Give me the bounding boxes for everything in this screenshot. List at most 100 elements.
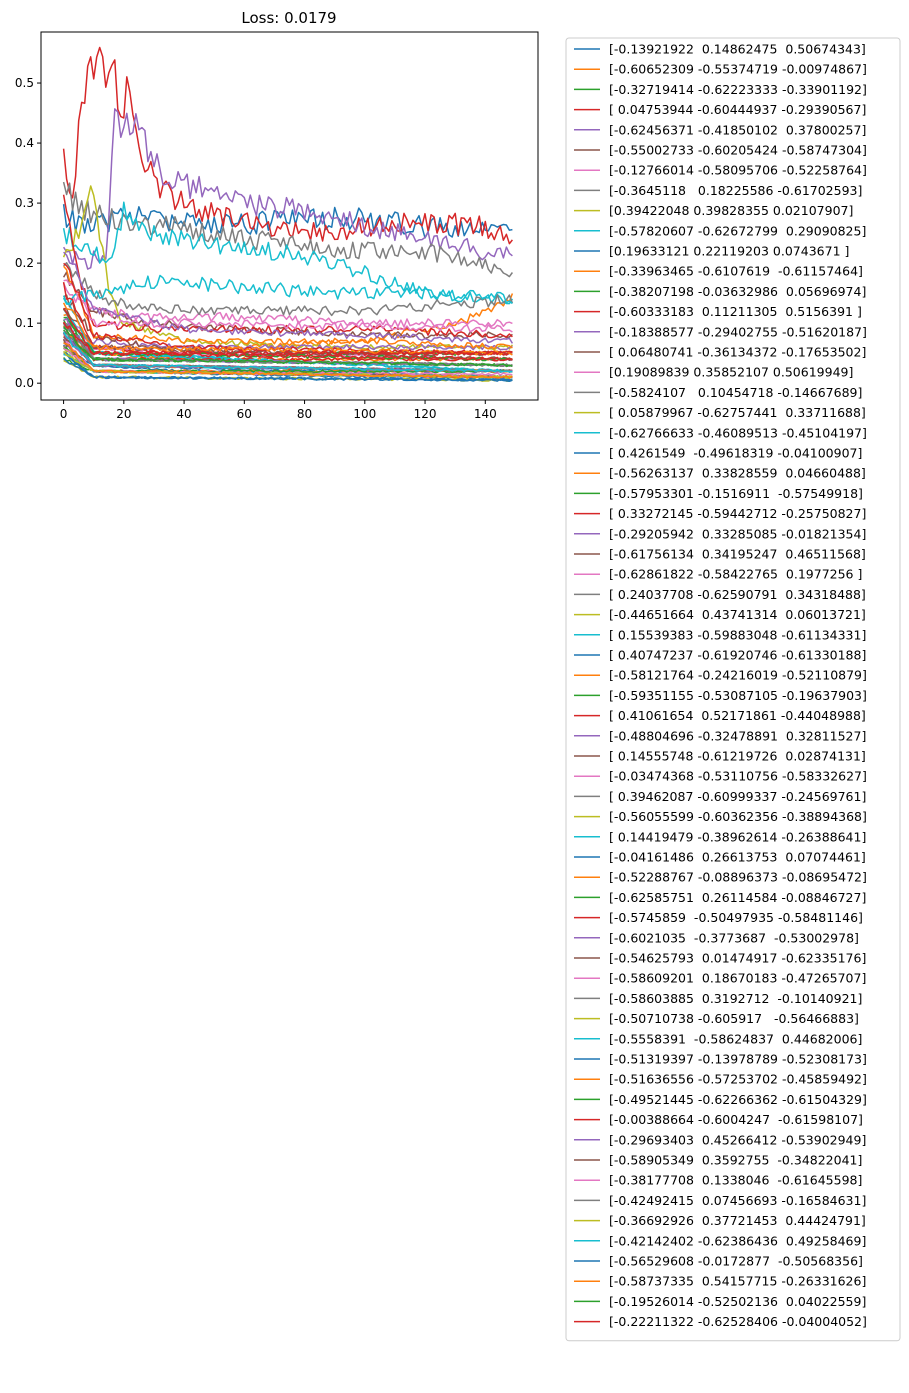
series-line	[62, 201, 514, 305]
legend-label: [ 0.24037708 -0.62590791 0.34318488]	[609, 587, 866, 602]
legend-label: [-0.3645118 0.18225586 -0.61702593]	[609, 183, 862, 198]
legend-label: [ 0.14419479 -0.38962614 -0.26388641]	[609, 829, 866, 844]
legend-label: [-0.29205942 0.33285085 -0.01821354]	[609, 526, 866, 541]
series-line	[62, 274, 513, 305]
legend-label: [ 0.05879967 -0.62757441 0.33711688]	[609, 405, 866, 420]
series-line	[63, 262, 513, 356]
legend-label: [-0.18388577 -0.29402755 -0.51620187]	[609, 324, 867, 339]
legend-label: [-0.04161486 0.26613753 0.07074461]	[609, 850, 866, 865]
legend-label: [-0.38177708 0.1338046 -0.61645598]	[609, 1173, 862, 1188]
series-line	[62, 46, 513, 245]
series-line	[62, 204, 513, 239]
legend-label: [-0.36692926 0.37721453 0.44424791]	[609, 1213, 866, 1228]
legend-label: [ 0.39462087 -0.60999337 -0.24569761]	[609, 789, 866, 804]
legend-label: [-0.59351155 -0.53087105 -0.19637903]	[609, 688, 867, 703]
legend-label: [-0.52288767 -0.08896373 -0.08695472]	[609, 870, 867, 885]
legend-label: [-0.58603885 0.3192712 -0.10140921]	[609, 991, 862, 1006]
legend-label: [ 0.14555748 -0.61219726 0.02874131]	[609, 749, 866, 764]
legend-label: [-0.62456371 -0.41850102 0.37800257]	[609, 122, 866, 137]
legend-label: [-0.5745859 -0.50497935 -0.58481146]	[609, 910, 863, 925]
legend-label: [-0.51319397 -0.13978789 -0.52308173]	[609, 1052, 867, 1067]
legend-box	[565, 37, 901, 1342]
y-tick-label: 0.1	[15, 316, 34, 330]
legend-label: [-0.54625793 0.01474917 -0.62335176]	[609, 951, 866, 966]
x-tick-label: 0	[60, 407, 68, 421]
plot-lines	[62, 46, 514, 383]
x-tick-label: 100	[353, 407, 376, 421]
legend-label: [-0.62766633 -0.46089513 -0.45104197]	[609, 425, 867, 440]
x-tick-label: 40	[176, 407, 191, 421]
series-line	[63, 265, 513, 350]
legend-label: [-0.57953301 -0.1516911 -0.57549918]	[609, 486, 863, 501]
legend-label: [-0.60652309 -0.55374719 -0.00974867]	[609, 62, 867, 77]
legend-label: [-0.61756134 0.34195247 0.46511568]	[609, 547, 866, 562]
legend-label: [-0.5558391 -0.58624837 0.44682006]	[609, 1031, 862, 1046]
x-tick-label: 140	[474, 407, 497, 421]
legend-label: [-0.44651664 0.43741314 0.06013721]	[609, 607, 866, 622]
legend-label: [-0.51636556 -0.57253702 -0.45859492]	[609, 1072, 867, 1087]
legend-label: [-0.62585751 0.26114584 -0.08846727]	[609, 890, 866, 905]
legend-label: [-0.57820607 -0.62672799 0.29090825]	[609, 223, 866, 238]
legend-label: [-0.32719414 -0.62223333 -0.33901192]	[609, 82, 867, 97]
legend-label: [0.39422048 0.39828355 0.02107907]	[609, 203, 853, 218]
legend-label: [ 0.06480741 -0.36134372 -0.17653502]	[609, 345, 866, 360]
series-line	[62, 321, 513, 357]
series-line	[63, 279, 513, 333]
y-tick-label: 0.3	[15, 196, 34, 210]
series-line	[62, 302, 513, 356]
series-line	[63, 358, 513, 382]
legend-label: [0.19089839 0.35852107 0.50619949]	[609, 365, 853, 380]
y-tick-label: 0.2	[15, 256, 34, 270]
x-tick-label: 80	[297, 407, 312, 421]
legend-label: [-0.56263137 0.33828559 0.04660488]	[609, 466, 866, 481]
legend-label: [-0.12766014 -0.58095706 -0.52258764]	[609, 163, 867, 178]
legend-label: [ 0.4261549 -0.49618319 -0.04100907]	[609, 446, 862, 461]
legend-label: [ 0.04753944 -0.60444937 -0.29390567]	[609, 102, 866, 117]
series-line	[62, 181, 514, 278]
legend-label: [-0.22211322 -0.62528406 -0.04004052]	[609, 1314, 867, 1329]
legend-label: [-0.58737335 0.54157715 -0.26331626]	[609, 1274, 866, 1289]
legend-label: [0.19633121 0.22119203 0.0743671 ]	[609, 244, 849, 259]
legend-label: [-0.48804696 -0.32478891 0.32811527]	[609, 728, 866, 743]
legend-label: [-0.29693403 0.45266412 -0.53902949]	[609, 1132, 866, 1147]
legend-label: [-0.56055599 -0.60362356 -0.38894368]	[609, 809, 867, 824]
series-line	[62, 331, 513, 373]
series-line	[62, 108, 513, 270]
legend-label: [-0.49521445 -0.62266362 -0.61504329]	[609, 1092, 867, 1107]
legend-label: [-0.5824107 0.10454718 -0.14667689]	[609, 385, 862, 400]
series-line	[62, 307, 513, 362]
legend-label: [-0.42142402 -0.62386436 0.49258469]	[609, 1233, 866, 1248]
chart-title: Loss: 0.0179	[241, 9, 336, 27]
legend-label: [-0.19526014 -0.52502136 0.04022559]	[609, 1294, 866, 1309]
legend-label: [ 0.40747237 -0.61920746 -0.61330188]	[609, 648, 866, 663]
legend-label: [ 0.15539383 -0.59883048 -0.61134331]	[609, 627, 866, 642]
legend-label: [-0.62861822 -0.58422765 0.1977256 ]	[609, 567, 862, 582]
legend-label: [-0.58905349 0.3592755 -0.34822041]	[609, 1153, 862, 1168]
series-line	[63, 342, 513, 379]
series-line	[63, 346, 513, 374]
y-tick-label: 0.0	[15, 376, 34, 390]
legend-label: [-0.13921922 0.14862475 0.50674343]	[609, 42, 866, 57]
y-tick-label: 0.4	[15, 136, 34, 150]
legend-label: [-0.6021035 -0.3773687 -0.53002978]	[609, 930, 859, 945]
legend-label: [-0.60333183 0.11211305 0.5156391 ]	[609, 304, 862, 319]
legend-label: [-0.42492415 0.07456693 -0.16584631]	[609, 1193, 866, 1208]
legend-label: [-0.00388664 -0.6004247 -0.61598107]	[609, 1112, 863, 1127]
plot-frame	[40, 31, 539, 401]
legend-label: [-0.33963465 -0.6107619 -0.61157464]	[609, 264, 863, 279]
legend-label: [-0.03474368 -0.53110756 -0.58332627]	[609, 769, 867, 784]
y-axis: 0.0 0.1 0.2 0.3 0.4 0.5	[15, 76, 41, 390]
x-tick-label: 60	[237, 407, 252, 421]
legend-label: [-0.50710738 -0.605917 -0.56466883]	[609, 1011, 859, 1026]
legend: [-0.13921922 0.14862475 0.50674343] [-0.6…	[565, 37, 901, 1342]
y-tick-label: 0.5	[15, 76, 34, 90]
x-tick-label: 120	[414, 407, 437, 421]
legend-label: [ 0.33272145 -0.59442712 -0.25750827]	[609, 506, 866, 521]
legend-label: [-0.58609201 0.18670183 -0.47265707]	[609, 971, 866, 986]
series-line	[63, 251, 514, 344]
x-tick-label: 20	[116, 407, 131, 421]
series-line	[63, 262, 514, 317]
legend-label: [-0.38207198 -0.03632986 0.05696974]	[609, 284, 866, 299]
x-axis: 0 20 40 60 80 100 120 140	[60, 400, 497, 421]
